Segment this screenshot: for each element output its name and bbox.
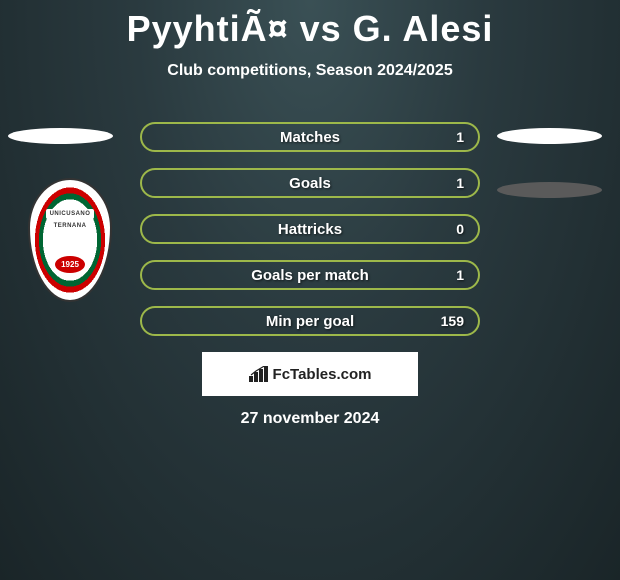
stat-bar-matches: Matches 1 (140, 122, 480, 152)
stat-label: Min per goal (266, 313, 354, 330)
branding-box: FcTables.com (202, 352, 418, 396)
player-left-placeholder (8, 128, 113, 144)
branding-text: FcTables.com (273, 366, 372, 383)
stat-label: Hattricks (278, 221, 342, 238)
stat-bar-min-per-goal: Min per goal 159 (140, 306, 480, 336)
stat-value: 159 (441, 313, 464, 329)
stat-bar-goals-per-match: Goals per match 1 (140, 260, 480, 290)
player-right-shadow (497, 182, 602, 198)
stat-label: Goals (289, 175, 331, 192)
stat-bar-hattricks: Hattricks 0 (140, 214, 480, 244)
stat-value: 1 (456, 129, 464, 145)
chart-icon (249, 366, 269, 382)
club-badge: UNICUSANO TERNANA 1925 (28, 178, 112, 302)
stat-label: Goals per match (251, 267, 369, 284)
stat-label: Matches (280, 129, 340, 146)
stat-value: 0 (456, 221, 464, 237)
badge-line1: UNICUSANO (46, 209, 95, 219)
stat-value: 1 (456, 267, 464, 283)
stat-value: 1 (456, 175, 464, 191)
page-title: PyyhtiÃ¤ vs G. Alesi (0, 0, 620, 50)
stats-container: Matches 1 Goals 1 Hattricks 0 Goals per … (140, 122, 480, 352)
stat-bar-goals: Goals 1 (140, 168, 480, 198)
season-subtitle: Club competitions, Season 2024/2025 (0, 62, 620, 80)
player-right-placeholder (497, 128, 602, 144)
date-label: 27 november 2024 (0, 410, 620, 428)
badge-line2: TERNANA (50, 221, 91, 231)
badge-year: 1925 (55, 256, 85, 273)
